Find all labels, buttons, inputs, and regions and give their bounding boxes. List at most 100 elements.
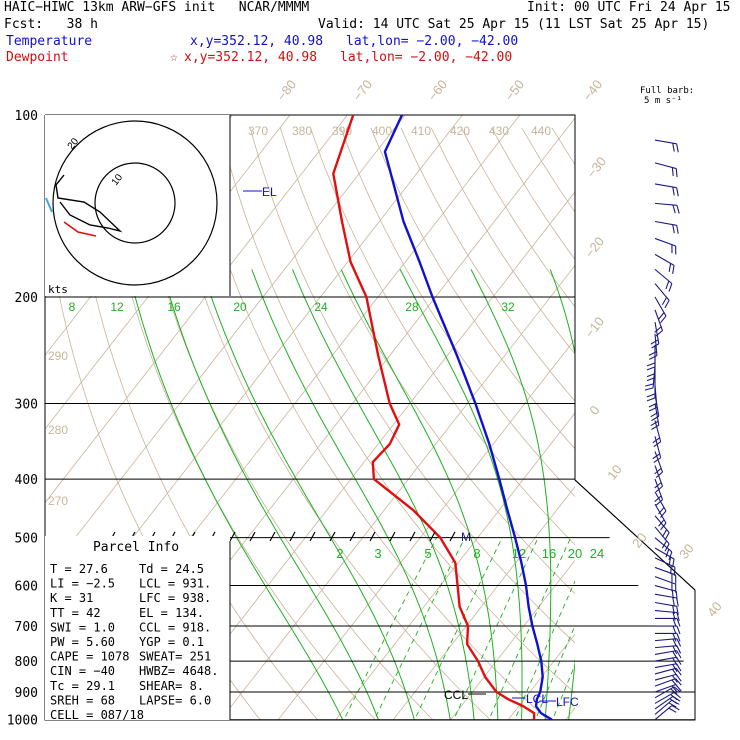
freezing-level-slash bbox=[289, 531, 296, 542]
pressure-tick-label: 700 bbox=[15, 620, 38, 635]
wind-barb bbox=[654, 202, 680, 214]
freezing-level-slash bbox=[409, 531, 416, 542]
wind-barb bbox=[655, 617, 681, 627]
isotherm-label: −60 bbox=[425, 77, 450, 104]
isotherm-label: 0 bbox=[586, 403, 602, 418]
annotation-ccl: CCL bbox=[444, 688, 468, 702]
isotherm-label: 30 bbox=[676, 541, 697, 562]
parcel-info-value: HWBZ= 4648. bbox=[139, 664, 218, 678]
mixing-ratio-label: 8 bbox=[473, 546, 480, 561]
init-time: Init: 00 UTC Fri 24 Apr 15 bbox=[527, 0, 731, 15]
freezing-level-slash bbox=[389, 531, 396, 542]
temperature-latlon: lat,lon= −2.00, −42.00 bbox=[346, 34, 519, 49]
theta-label: 280 bbox=[48, 423, 68, 437]
mixing-ratio-line bbox=[453, 537, 539, 720]
wind-barb bbox=[654, 296, 667, 324]
annotation-lfc: LFC bbox=[556, 695, 579, 709]
wind-barb bbox=[654, 699, 680, 715]
dewpoint-legend-label: Dewpoint bbox=[6, 50, 69, 65]
mixing-ratio-line bbox=[413, 537, 503, 720]
parcel-info-value: LCL = 931. bbox=[139, 577, 211, 591]
isotherm-line bbox=[671, 102, 740, 733]
wind-barb bbox=[654, 645, 682, 655]
dry-adiabat-line bbox=[189, 127, 549, 720]
wind-barb bbox=[654, 283, 670, 309]
dry-adiabat-line bbox=[430, 127, 575, 355]
wind-barb bbox=[654, 491, 667, 518]
pressure-tick-label: 200 bbox=[15, 291, 38, 306]
dewpoint-latlon: lat,lon= −2.00, −42.00 bbox=[340, 50, 513, 65]
pressure-tick-label: 800 bbox=[15, 655, 38, 670]
wind-barb bbox=[654, 268, 673, 292]
freezing-level-slash bbox=[429, 531, 436, 542]
wind-barb bbox=[654, 237, 677, 255]
isotherm-label: 40 bbox=[704, 599, 725, 620]
mixing-ratio-line bbox=[488, 537, 572, 720]
parcel-info-value: CAPE = 1078 bbox=[50, 650, 129, 664]
parcel-info-value: T = 27.6 bbox=[50, 562, 108, 576]
dry-adiabat-line bbox=[340, 127, 575, 498]
isotherm-line bbox=[45, 115, 348, 504]
parcel-info-value: PW = 5.60 bbox=[50, 635, 115, 649]
wind-barb bbox=[654, 253, 675, 274]
freezing-level-slash bbox=[369, 531, 376, 542]
parcel-info-value: LFC = 938. bbox=[139, 591, 211, 605]
annotation-el: EL bbox=[262, 185, 277, 199]
wind-barb bbox=[654, 705, 680, 721]
moist-adiabat-line bbox=[251, 269, 451, 720]
mixing-ratio-label: 2 bbox=[336, 546, 343, 561]
theta-e-label: 32 bbox=[501, 300, 515, 314]
isotherm-label: −30 bbox=[584, 154, 609, 181]
parcel-info-value: LI = −2.5 bbox=[50, 577, 115, 591]
isotherm-label: −80 bbox=[274, 77, 299, 104]
pressure-tick-label: 900 bbox=[15, 686, 38, 701]
parcel-info-value: LAPSE= 6.0 bbox=[139, 693, 211, 707]
mixing-ratio-label: 5 bbox=[424, 546, 431, 561]
isotherm-line bbox=[334, 412, 575, 720]
temperature-xy: x,y=352.12, 40.98 bbox=[190, 34, 324, 49]
dry-adiabat-line bbox=[98, 127, 376, 720]
parcel-info-value: Tc = 29.1 bbox=[50, 679, 115, 693]
mixing-ratio-label: 3 bbox=[374, 546, 381, 561]
wind-barb bbox=[654, 309, 664, 337]
mixing-ratio-line bbox=[514, 580, 575, 720]
theta-e-label: 12 bbox=[110, 300, 124, 314]
valid-time: Valid: 14 UTC Sat 25 Apr 15 (11 LST Sat … bbox=[318, 17, 710, 32]
wind-barb bbox=[655, 632, 681, 642]
theta-label: 380 bbox=[292, 124, 312, 138]
theta-label: 410 bbox=[411, 124, 431, 138]
parcel-info-value: EL = 134. bbox=[139, 606, 204, 620]
wind-barb bbox=[654, 451, 664, 479]
theta-label: 370 bbox=[248, 124, 268, 138]
hodograph-ring-outer bbox=[52, 120, 218, 286]
parcel-info-value: CIN = −40 bbox=[50, 664, 115, 678]
dry-adiabat-line bbox=[673, 128, 740, 733]
wind-barb bbox=[654, 566, 677, 584]
dry-adiabat-line bbox=[491, 127, 575, 261]
theta-label: 430 bbox=[489, 124, 509, 138]
parcel-info-value: YGP = 0.1 bbox=[139, 635, 204, 649]
theta-e-label: 24 bbox=[314, 300, 328, 314]
wind-barb bbox=[654, 162, 678, 178]
isotherm-label: −10 bbox=[582, 314, 607, 341]
isotherm-label: −40 bbox=[580, 77, 605, 104]
wind-barb bbox=[654, 678, 682, 687]
dry-adiabat-line bbox=[460, 127, 575, 308]
parcel-info-value: K = 31 bbox=[50, 591, 93, 605]
theta-label: 420 bbox=[450, 124, 470, 138]
isotherm-label: −70 bbox=[350, 77, 375, 104]
parcel-info-value: CCL = 918. bbox=[139, 620, 211, 634]
moist-adiabat-line bbox=[590, 269, 631, 732]
hodograph-units-label: kts bbox=[48, 283, 68, 296]
freezing-level-slash bbox=[269, 531, 276, 542]
wind-barb bbox=[654, 610, 680, 621]
pressure-tick-label: 600 bbox=[15, 580, 38, 595]
barb-legend-line2: 5 m s⁻¹ bbox=[644, 96, 682, 106]
parcel-info-value: CELL = 087/18 bbox=[50, 708, 144, 722]
wind-barb bbox=[654, 139, 679, 153]
theta-e-label: 16 bbox=[167, 300, 181, 314]
isotherm-label: −20 bbox=[582, 234, 607, 261]
wind-barb bbox=[654, 537, 673, 561]
pressure-tick-label: 500 bbox=[15, 532, 38, 547]
temperature-profile bbox=[383, 115, 553, 720]
